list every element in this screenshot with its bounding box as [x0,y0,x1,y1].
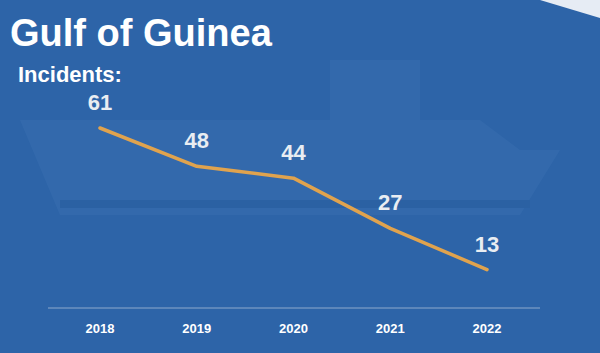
data-label: 44 [281,140,306,165]
ship-stripe [60,200,530,208]
x-tick-label: 2020 [279,321,308,336]
chart: Gulf of Guinea Incidents: 61 48 44 27 13 2018 20… [0,0,600,353]
ship-hull [20,120,560,215]
data-label: 61 [88,90,112,115]
subtitle: Incidents: [18,62,122,87]
x-tick-label: 2021 [376,321,405,336]
data-label: 27 [378,190,402,215]
x-tick-label: 2019 [182,321,211,336]
corner-decoration [540,0,600,18]
background [0,0,600,353]
x-axis-line [48,308,540,309]
data-label: 13 [475,232,499,257]
plot-area [100,128,487,270]
x-tick-label: 2022 [473,321,502,336]
ship-bridge [330,60,420,120]
x-tick-label: 2018 [86,321,115,336]
data-label: 48 [185,128,209,153]
line [100,128,487,270]
title: Gulf of Guinea [10,12,273,54]
